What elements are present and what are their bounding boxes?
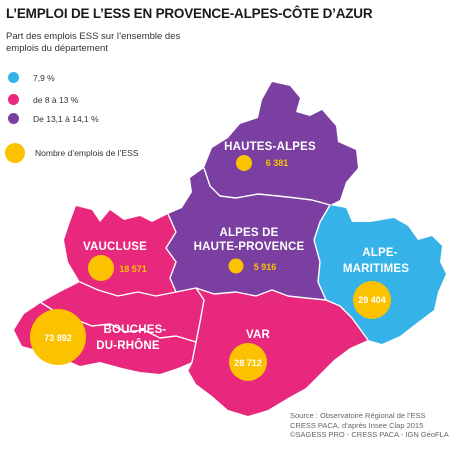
value-alpes-maritimes: 29 404: [358, 295, 386, 305]
label-alpes-maritimes-line2: MARITIMES: [343, 263, 409, 275]
label-vaucluse: VAUCLUSE: [83, 241, 147, 253]
label-hautes-alpes: HAUTES-ALPES: [224, 141, 316, 153]
source-line: Source : Observatoire Régional de l’ESS: [290, 411, 426, 420]
source-note: Source : Observatoire Régional de l’ESS …: [290, 411, 450, 440]
department-alpes-maritimes[interactable]: [314, 205, 446, 344]
legend-item-purple: De 13,1 à 14,1 %: [8, 113, 99, 124]
legend-item-bubble: Nombre d’emplois de l’ESS: [5, 143, 138, 163]
legend-label: de 8 à 13 %: [33, 94, 79, 105]
bubble-hautes-alpes: [236, 155, 252, 171]
value-vaucluse: 18 571: [119, 264, 147, 274]
source-line: ©SAGESS PRO - CRESS PACA - IGN GéoFLA: [290, 430, 449, 439]
map-title: L’EMPLOI DE L’ESS EN PROVENCE-ALPES-CÔTE…: [6, 6, 373, 21]
bubble-bouches-du-rhone: [30, 309, 86, 365]
label-var: VAR: [246, 329, 271, 341]
legend-label: 7,9 %: [33, 72, 55, 83]
bubble-var: [229, 343, 267, 381]
department-alpes-de-haute-provence[interactable]: [166, 168, 330, 300]
value-alpes-de-haute-provence: 5 916: [254, 262, 277, 272]
value-hautes-alpes: 6 381: [266, 158, 289, 168]
legend-item-pink: de 8 à 13 %: [8, 94, 78, 105]
department-hautes-alpes[interactable]: [204, 82, 358, 205]
legend-label: De 13,1 à 14,1 %: [33, 113, 99, 124]
legend-label: Nombre d’emplois de l’ESS: [35, 148, 139, 158]
legend-swatch-pink: [8, 94, 19, 105]
legend-swatch-purple: [8, 113, 19, 124]
legend-swatch-light-blue: [8, 72, 19, 83]
department-var[interactable]: [188, 288, 368, 416]
bubble-vaucluse: [88, 255, 114, 281]
label-alpes-de-haute-provence-line2: HAUTE-PROVENCE: [194, 241, 305, 253]
value-var: 28 712: [234, 358, 262, 368]
legend-bubble-icon: [5, 143, 25, 163]
label-alpes-de-haute-provence-line1: ALPES DE: [219, 227, 278, 239]
label-bouches-du-rhone-line1: BOUCHES-: [104, 324, 167, 336]
label-bouches-du-rhone-line2: DU-RHÔNE: [96, 339, 160, 352]
source-line: CRESS PACA, d’après Insee Clap 2015: [290, 420, 424, 430]
bubble-alpes-maritimes: [353, 281, 391, 319]
bubble-alpes-de-haute-provence: [228, 258, 244, 274]
map-subtitle: Part des emplois ESS sur l’ensemble des …: [6, 31, 181, 54]
legend-item-light-blue: 7,9 %: [8, 72, 55, 83]
label-alpes-maritimes-line1: ALPE-: [362, 247, 398, 259]
value-bouches-du-rhone: 73 892: [44, 333, 72, 343]
department-borders: [79, 167, 369, 371]
